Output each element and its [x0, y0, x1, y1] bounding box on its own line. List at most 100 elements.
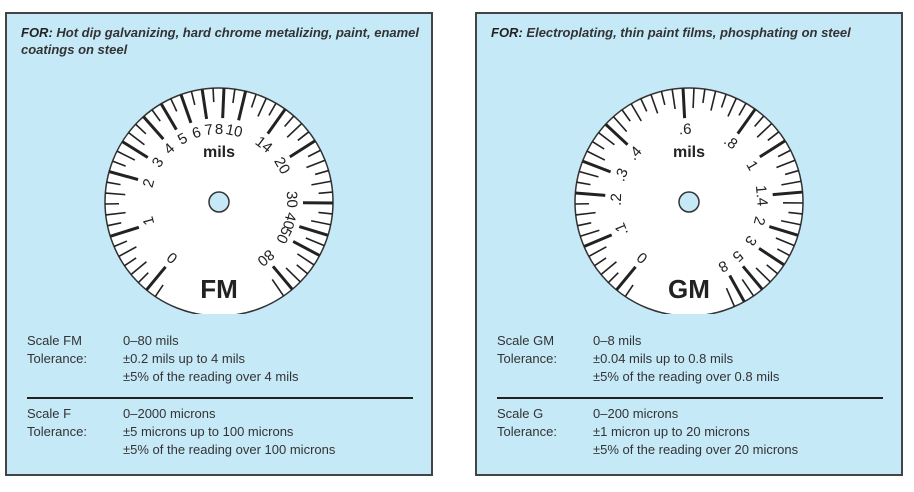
tick-mark [671, 89, 676, 110]
tolerance-label: Tolerance: [27, 351, 87, 366]
tick-mark [130, 261, 147, 276]
tick-mark [190, 91, 196, 106]
tick-mark [766, 264, 779, 275]
tick-mark [106, 181, 121, 186]
tick-mark [768, 225, 799, 237]
spec-secondary: Scale G 0–200 microns Tolerance: ±1 micron… [497, 405, 798, 459]
dial-label: 40 [279, 211, 300, 232]
tick-mark [159, 103, 178, 131]
tick-mark [310, 219, 331, 226]
tick-mark [788, 211, 803, 215]
scale-label: Scale GM [497, 333, 555, 348]
tick-mark [128, 131, 145, 146]
tick-mark [736, 108, 757, 135]
application-note: FOR: Electroplating, thin paint films, p… [491, 24, 891, 41]
tick-mark [776, 248, 791, 257]
tick-mark [311, 180, 332, 186]
tick-mark [268, 102, 277, 116]
tick-mark [754, 115, 765, 128]
dial-label: .2 [608, 193, 625, 206]
tick-mark [575, 191, 606, 197]
tick-mark [257, 97, 268, 117]
tick-mark [124, 257, 137, 267]
tick-mark [318, 191, 333, 195]
scale-label: Scale FM [27, 333, 82, 348]
tick-mark [142, 115, 165, 141]
tick-mark [271, 279, 285, 297]
tolerance-1: ±0.04 mils up to 0.8 mils [593, 351, 734, 366]
tick-mark [105, 211, 126, 216]
tick-mark [612, 116, 628, 133]
tick-mark [108, 170, 139, 181]
tick-mark [151, 109, 161, 122]
for-label: FOR: [491, 25, 523, 40]
dial-label: 1.4 [752, 185, 771, 207]
tick-mark [314, 169, 329, 176]
tick-mark [780, 219, 801, 226]
tick-mark [756, 122, 773, 138]
tick-mark [720, 93, 727, 108]
tick-mark [767, 131, 780, 142]
tick-mark [118, 246, 137, 258]
tick-mark [580, 229, 600, 238]
tolerance-1: ±1 micron up to 20 microns [593, 424, 750, 439]
tick-mark [154, 284, 164, 297]
tick-mark [112, 160, 126, 167]
tick-mark [621, 109, 631, 122]
tick-mark [116, 150, 136, 161]
tick-mark [681, 88, 687, 119]
tick-mark [591, 140, 605, 150]
tick-mark [297, 131, 310, 142]
tick-mark [577, 222, 592, 227]
unit-label: mils [673, 144, 705, 161]
center-hole [678, 191, 700, 213]
tick-mark [307, 149, 321, 158]
tick-mark [615, 265, 637, 291]
tick-mark [285, 267, 301, 283]
tick-mark [755, 267, 771, 283]
scale-range: 0–2000 microns [123, 406, 216, 421]
tick-mark [135, 123, 147, 135]
tick-mark [237, 90, 248, 121]
gauge-panel-gm: FOR: Electroplating, thin paint films, p… [475, 12, 903, 476]
dial-label: 14 [252, 133, 276, 157]
tick-mark [137, 272, 149, 284]
tick-mark [594, 257, 607, 267]
tick-mark [624, 284, 634, 297]
tick-mark [727, 97, 738, 117]
tick-mark [583, 233, 613, 248]
tick-mark [588, 246, 607, 258]
dial-label: 50 [272, 224, 295, 247]
tick-mark [725, 287, 736, 307]
tick-mark [200, 89, 209, 120]
tolerance-label: Tolerance: [497, 351, 557, 366]
tick-mark [775, 237, 795, 247]
spec-primary: Scale GM 0–8 mils Tolerance: ±0.04 mils up… [497, 332, 779, 386]
tick-mark [286, 122, 303, 138]
tick-mark [598, 131, 615, 146]
tick-mark [296, 264, 309, 275]
tick-mark [318, 211, 333, 215]
tick-mark [741, 279, 755, 297]
tick-mark [600, 261, 617, 276]
dial-label: 10 [224, 121, 244, 141]
tick-mark [575, 211, 596, 216]
tick-mark [292, 240, 321, 257]
gauge-panel-fm: FOR: Hot dip galvanizing, hard chrome me… [5, 12, 433, 476]
dial-label: .1 [612, 220, 632, 238]
dial-label: 20 [270, 154, 293, 177]
tick-mark [650, 94, 659, 114]
divider [27, 397, 413, 399]
scale-range: 0–80 mils [123, 333, 179, 348]
tick-mark [121, 140, 149, 159]
tolerance-2: ±5% of the reading over 100 microns [123, 442, 336, 457]
for-label: FOR: [21, 25, 53, 40]
tolerance-2: ±5% of the reading over 4 mils [123, 369, 299, 384]
tick-mark [212, 88, 215, 103]
scale-range: 0–200 microns [593, 406, 679, 421]
tick-mark [109, 225, 140, 238]
for-text: Electroplating, thin paint films, phosph… [526, 25, 851, 40]
tick-mark [759, 139, 786, 159]
tick-mark [702, 88, 706, 104]
